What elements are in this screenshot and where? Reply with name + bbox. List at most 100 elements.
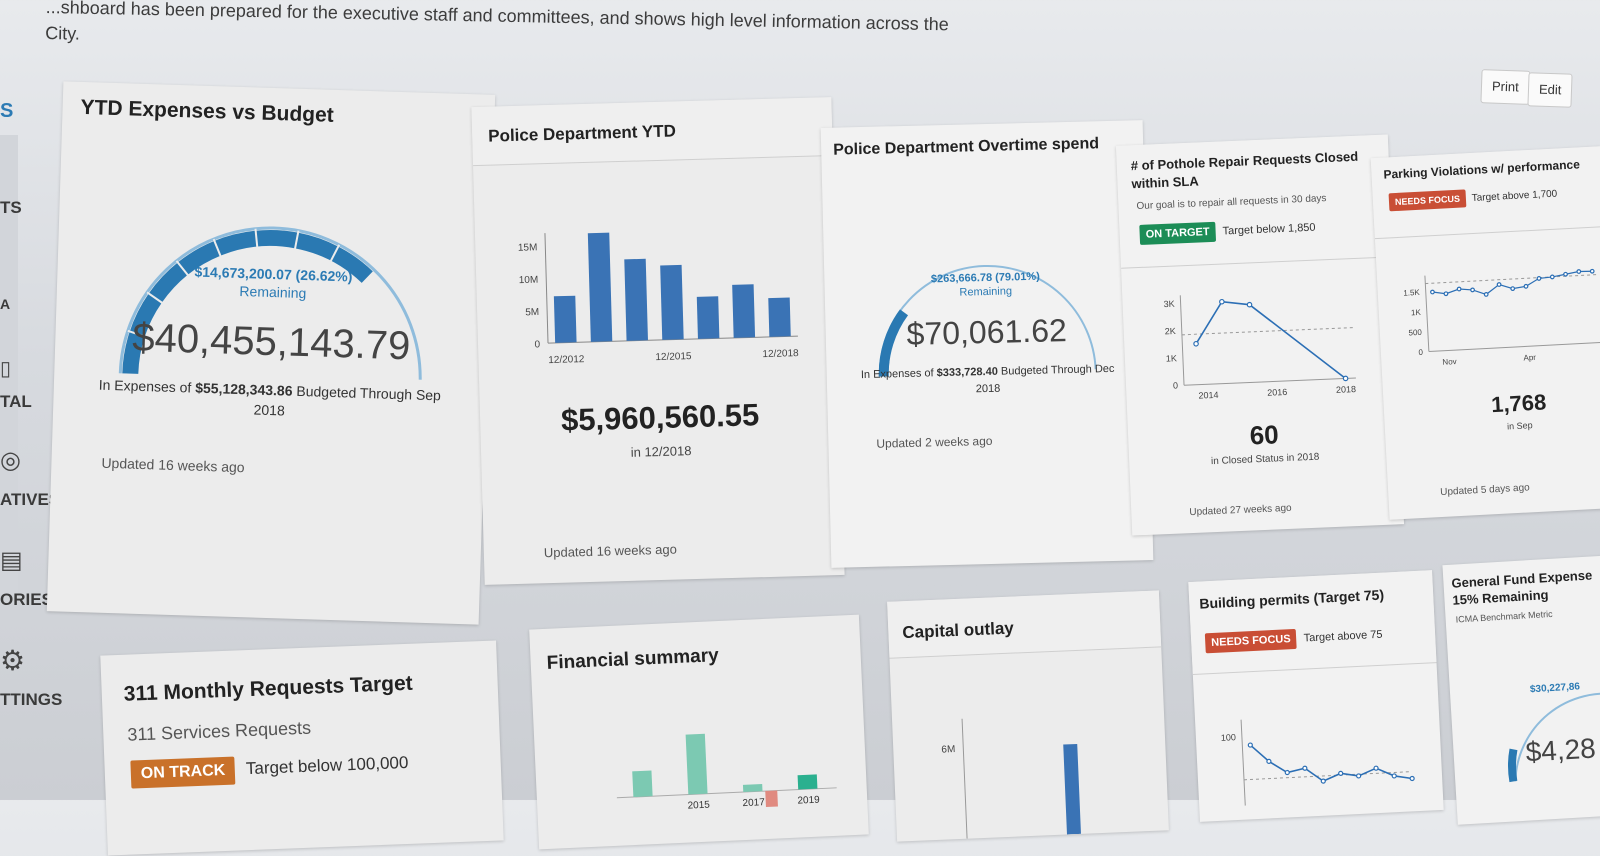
card-title: Building permits (Target 75)	[1198, 586, 1385, 612]
card-header: Building permits (Target 75) NEEDS FOCUS…	[1188, 570, 1437, 675]
card-header: Police Department YTD	[471, 97, 833, 167]
card-title: Police Department Overtime spend	[833, 135, 1100, 159]
data-point	[1391, 773, 1397, 779]
initiatives-icon: ◎	[0, 447, 21, 474]
x-tick-label: 2019	[797, 795, 820, 807]
requests-target: Target below 100,000	[245, 752, 409, 779]
general-fund-gauge	[1508, 692, 1600, 783]
card-overtime[interactable]: Police Department Overtime spend $263,66…	[820, 120, 1154, 568]
card-building-permits[interactable]: Building permits (Target 75) NEEDS FOCUS…	[1188, 570, 1444, 822]
card-title: YTD Expenses vs Budget	[80, 95, 335, 127]
portal-icon: ▯	[0, 358, 12, 380]
card-header: Capital outlay	[887, 590, 1162, 659]
sidebar-item-4[interactable]: ATIVES	[0, 490, 61, 509]
card-311-requests[interactable]: 311 Monthly Requests Target 311 Services…	[100, 640, 504, 856]
data-point	[1496, 282, 1502, 287]
x-tick-label: 2016	[1267, 387, 1287, 398]
series-line	[1432, 270, 1593, 296]
bar	[632, 770, 653, 798]
x-tick-label: 12/2012	[548, 354, 585, 366]
gauge-segment-divider	[146, 291, 165, 305]
target-line	[1425, 273, 1600, 285]
card-general-fund[interactable]: General Fund Expense 15% Remaining ICMA …	[1442, 555, 1600, 825]
y-tick-label: 10M	[519, 275, 539, 287]
permits-line-chart: 100	[1221, 719, 1415, 806]
x-tick-label: 12/2015	[655, 351, 692, 363]
card-title: Financial summary	[546, 645, 720, 674]
card-subtitle: 311 Services Requests	[126, 717, 312, 745]
y-tick-label: 1.5K	[1403, 288, 1421, 298]
overtime-gauge	[878, 265, 1097, 377]
bar	[624, 258, 648, 341]
y-tick-label: 1K	[1411, 308, 1422, 318]
needs-focus-badge: NEEDS FOCUS	[1204, 628, 1298, 654]
gauge-track	[118, 226, 422, 380]
x-tick-label: 2018	[1336, 384, 1356, 395]
sidebar-active-bg	[0, 135, 18, 595]
bar	[696, 296, 720, 339]
data-point	[1510, 286, 1516, 292]
capital-bar-chart: 6M	[941, 718, 1081, 839]
data-point	[1302, 765, 1308, 771]
budget-amount: $55,128,343.86	[194, 379, 293, 399]
card-title: # of Pothole Repair Requests Closed with…	[1130, 148, 1359, 192]
gear-icon: ⚙	[0, 645, 26, 676]
y-axis	[961, 718, 968, 839]
police-period: in 12/2018	[630, 443, 692, 460]
y-tick-label: 0	[534, 339, 540, 350]
sidebar-item-2[interactable]: A	[0, 296, 11, 312]
gauge-segment-divider	[175, 260, 190, 278]
pothole-line-chart: 0 1K 2K 3K 2014 2016 2018	[1163, 295, 1356, 401]
parking-target: Target above 1,700	[1471, 188, 1558, 205]
bar	[797, 774, 818, 790]
bar	[553, 295, 577, 343]
budget-gauge	[118, 226, 422, 380]
card-parking[interactable]: Parking Violations w/ performance NEEDS …	[1370, 146, 1600, 520]
data-point	[1266, 758, 1272, 764]
sidebar-item-0[interactable]: S	[0, 100, 14, 122]
y-tick-label: 100	[1221, 732, 1237, 743]
card-capital-outlay[interactable]: Capital outlay 6M	[887, 590, 1169, 842]
sidebar-item-3[interactable]: TAL	[0, 392, 32, 411]
dashboard-intro: ...shboard has been prepared for the exe…	[45, 0, 949, 63]
x-tick-label: Nov	[1442, 357, 1457, 367]
pothole-goal: Our goal is to repair all requests in 30…	[1136, 193, 1327, 213]
general-fund-value: $4,28	[1524, 732, 1597, 768]
card-title: Parking Violations w/ performance	[1383, 157, 1581, 182]
updated-text: Updated 27 weeks ago	[1189, 502, 1292, 519]
sidebar-item-1[interactable]: TS	[0, 198, 22, 217]
police-bar-chart: 0 5M 10M 15M 12/2012 12/2015 12/2018	[518, 232, 799, 366]
permits-target: Target above 75	[1303, 628, 1383, 645]
card-police-ytd[interactable]: Police Department YTD 0 5M 10M 15M 12/2012 12…	[471, 97, 845, 585]
card-financial-summary[interactable]: Financial summary 2015 2017 2019	[529, 614, 869, 850]
edit-button[interactable]: Edit	[1527, 72, 1573, 108]
sidebar-item-5[interactable]: ORIES	[0, 590, 53, 609]
y-tick-label: 3K	[1163, 299, 1174, 309]
card-ytd-expenses[interactable]: YTD Expenses vs Budget $14,673,200.07 (2…	[46, 81, 496, 625]
sidebar-item-6[interactable]: TTINGS	[0, 690, 63, 709]
data-point	[1549, 274, 1555, 280]
data-point	[1373, 765, 1379, 771]
updated-text: Updated 5 days ago	[1439, 482, 1530, 499]
y-axis	[1179, 295, 1185, 386]
gauge-fill	[878, 309, 909, 377]
data-point	[1483, 292, 1489, 297]
gauge-segment-divider	[329, 244, 341, 264]
y-tick-label: 500	[1408, 328, 1422, 338]
y-tick-label: 2K	[1165, 326, 1176, 336]
card-title: Police Department YTD	[487, 121, 677, 146]
pothole-target: Target below 1,850	[1222, 221, 1316, 238]
series-line	[1195, 300, 1347, 380]
data-point	[1409, 775, 1415, 782]
needs-focus-badge: NEEDS FOCUS	[1388, 189, 1467, 212]
target-line	[1181, 327, 1354, 336]
card-pothole[interactable]: # of Pothole Repair Requests Closed with…	[1115, 134, 1405, 536]
gauge-fill	[1508, 748, 1518, 783]
gauge-segment-divider	[212, 238, 223, 258]
parking-line-chart: 0 500 1K 1.5K Nov Apr	[1403, 268, 1600, 367]
parking-value: 1,768	[1490, 389, 1547, 418]
print-button[interactable]: Print	[1480, 69, 1531, 105]
data-point	[1589, 268, 1595, 274]
updated-text: Updated 16 weeks ago	[101, 454, 245, 476]
overtime-description: In Expenses of $333,728.40 Budgeted Thro…	[857, 361, 1120, 401]
